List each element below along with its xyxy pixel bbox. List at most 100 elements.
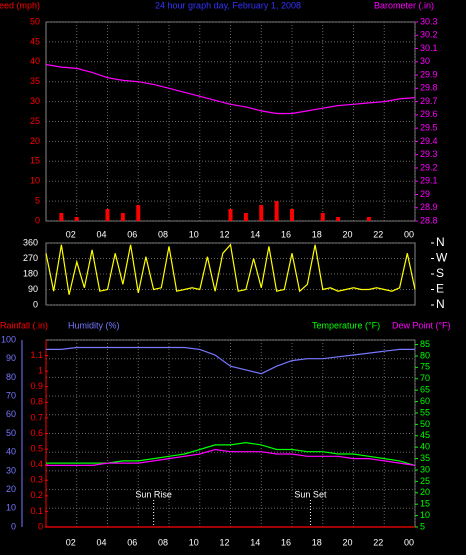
y2-tick-label: 5 [420, 521, 425, 531]
axis-title: Humidity (%) [68, 320, 120, 330]
y2-tick-label: 29.3 [420, 149, 438, 159]
x-tick-label: 00 [404, 537, 414, 547]
y2-tick-label: 29.9 [420, 69, 438, 79]
x-tick-label: 20 [342, 229, 352, 239]
annotation-label: Sun Set [294, 489, 327, 499]
y2-tick-label: 45 [420, 430, 430, 440]
y3-tick-label: 1 [38, 366, 43, 376]
wind-bar [243, 213, 248, 221]
axis-title: Rainfall (.in) [0, 320, 48, 330]
wind-bar [290, 209, 294, 221]
axis-title: Temperature (°F) [312, 320, 380, 330]
wind-bar [274, 201, 279, 221]
y-tick-label: 70 [6, 390, 16, 400]
wind-bar [336, 217, 341, 221]
series-line [46, 448, 416, 466]
y3-tick-label: 0.4 [30, 459, 43, 469]
x-tick-label: 22 [373, 537, 383, 547]
x-tick-label: 10 [189, 537, 199, 547]
y2-tick-label: 20 [420, 487, 430, 497]
wind-bar [105, 209, 110, 221]
y3-tick-label: 0.7 [30, 412, 43, 422]
wind-bar [120, 213, 125, 221]
y-tick-label: 40 [6, 447, 16, 457]
y2-tick-label: N [436, 235, 445, 249]
y-tick-label: 100 [1, 334, 16, 344]
y-tick-label: 15 [30, 156, 40, 166]
y2-tick-label: 29.8 [420, 83, 438, 93]
y-tick-label: 0 [11, 521, 16, 531]
y-tick-label: 360 [23, 237, 38, 247]
y2-tick-label: 10 [420, 510, 430, 520]
x-tick-label: 02 [66, 229, 76, 239]
y2-tick-label: N [436, 297, 445, 311]
x-tick-label: 18 [312, 229, 322, 239]
direction-line [45, 243, 416, 295]
x-tick-label: 12 [219, 537, 229, 547]
y3-tick-label: 0.9 [30, 381, 43, 391]
y2-tick-label: 29.7 [420, 96, 438, 106]
y-tick-label: 90 [6, 353, 16, 363]
y2-tick-label: 29.6 [420, 109, 438, 119]
wind-bar [228, 209, 233, 221]
y3-tick-label: 1.1 [30, 350, 43, 360]
y-tick-label: 50 [6, 428, 16, 438]
y3-tick-label: 0.2 [30, 490, 43, 500]
x-tick-label: 08 [158, 537, 168, 547]
y-tick-label: 30 [30, 96, 40, 106]
y2-tick-label: 29.2 [420, 162, 438, 172]
y2-tick-label: 30.2 [420, 30, 438, 40]
x-tick-label: 22 [373, 229, 383, 239]
y2-tick-label: E [436, 282, 444, 296]
wind-bar [320, 213, 325, 221]
y2-tick-label: 30 [420, 56, 430, 66]
chart-title: 24 hour graph day, February 1, 2008 [155, 0, 301, 10]
x-tick-label: 02 [66, 537, 76, 547]
y2-tick-label: 29.4 [420, 136, 438, 146]
y-tick-label: 50 [30, 16, 40, 26]
y-tick-label: 25 [30, 116, 40, 126]
x-tick-label: 08 [158, 229, 168, 239]
y2-tick-label: 29.1 [420, 176, 438, 186]
y-tick-label: 0 [33, 299, 38, 309]
y-tick-label: 35 [30, 76, 40, 86]
y2-tick-label: 40 [420, 442, 430, 452]
wind-bar [59, 213, 64, 221]
x-tick-label: 00 [404, 229, 414, 239]
y-tick-label: 40 [30, 56, 40, 66]
y2-tick-label: 30 [420, 464, 430, 474]
y3-tick-label: 0.5 [30, 443, 43, 453]
x-tick-label: 06 [127, 537, 137, 547]
x-tick-label: 06 [127, 229, 137, 239]
wind-bar [74, 217, 79, 221]
wind-bar [259, 205, 264, 221]
y-tick-label: 30 [6, 465, 16, 475]
y3-tick-label: 0.3 [30, 475, 43, 485]
series-line [46, 346, 415, 375]
y2-tick-label: 50 [420, 419, 430, 429]
y2-tick-label: 25 [420, 476, 430, 486]
y-tick-label: 0 [35, 215, 40, 225]
x-tick-label: 12 [219, 229, 229, 239]
y3-tick-label: 0 [38, 521, 43, 531]
y2-tick-label: S [436, 266, 444, 280]
y3-tick-label: 0.6 [30, 428, 43, 438]
y2-tick-label: 29 [420, 189, 430, 199]
x-tick-label: 04 [96, 229, 106, 239]
y-tick-label: 10 [6, 503, 16, 513]
y2-tick-label: 55 [420, 407, 430, 417]
y2-tick-label: 70 [420, 373, 430, 383]
y-tick-label: 60 [6, 409, 16, 419]
y2-tick-label: 75 [420, 362, 430, 372]
x-tick-label: 20 [342, 537, 352, 547]
axis-title: Windspeed (mph) [0, 0, 40, 10]
y2-tick-label: 65 [420, 385, 430, 395]
y-tick-label: 80 [6, 372, 16, 382]
y2-tick-label: 29.5 [420, 123, 438, 133]
y2-tick-label: W [436, 251, 448, 265]
axis-title: Dew Point (°F) [392, 320, 451, 330]
y-tick-label: 270 [23, 253, 38, 263]
y-tick-label: 90 [28, 284, 38, 294]
